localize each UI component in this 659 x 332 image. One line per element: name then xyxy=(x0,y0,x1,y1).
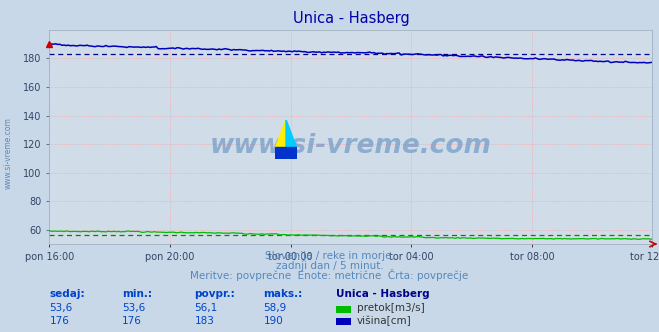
Text: 53,6: 53,6 xyxy=(49,303,72,313)
Text: 190: 190 xyxy=(264,316,283,326)
Text: 58,9: 58,9 xyxy=(264,303,287,313)
Text: višina[cm]: višina[cm] xyxy=(357,315,412,326)
Text: sedaj:: sedaj: xyxy=(49,289,85,299)
Polygon shape xyxy=(275,120,286,147)
Text: Meritve: povprečne  Enote: metrične  Črta: povprečje: Meritve: povprečne Enote: metrične Črta:… xyxy=(190,269,469,281)
Text: zadnji dan / 5 minut.: zadnji dan / 5 minut. xyxy=(275,261,384,271)
Text: maks.:: maks.: xyxy=(264,289,303,299)
Text: 176: 176 xyxy=(122,316,142,326)
Polygon shape xyxy=(275,147,297,159)
Polygon shape xyxy=(286,120,297,147)
Text: Slovenija / reke in morje.: Slovenija / reke in morje. xyxy=(264,251,395,261)
Text: 53,6: 53,6 xyxy=(122,303,145,313)
Text: 56,1: 56,1 xyxy=(194,303,217,313)
Text: 176: 176 xyxy=(49,316,69,326)
Title: Unica - Hasberg: Unica - Hasberg xyxy=(293,11,409,26)
Text: povpr.:: povpr.: xyxy=(194,289,235,299)
Text: min.:: min.: xyxy=(122,289,152,299)
Text: Unica - Hasberg: Unica - Hasberg xyxy=(336,289,430,299)
Text: pretok[m3/s]: pretok[m3/s] xyxy=(357,303,425,313)
Text: www.si-vreme.com: www.si-vreme.com xyxy=(4,117,13,189)
Text: www.si-vreme.com: www.si-vreme.com xyxy=(210,132,492,158)
Text: 183: 183 xyxy=(194,316,214,326)
